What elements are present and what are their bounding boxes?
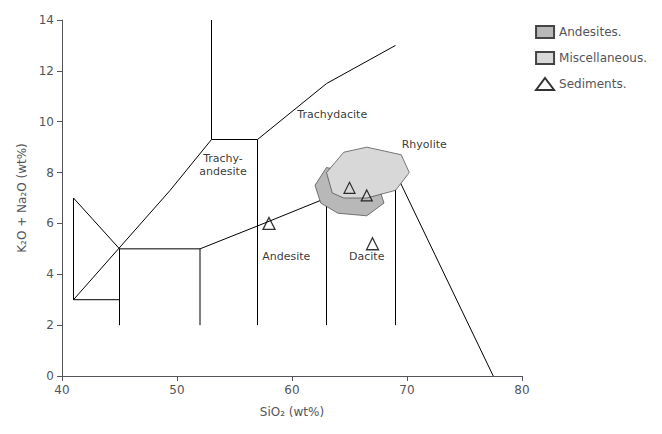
svg-text:8: 8 bbox=[46, 166, 54, 180]
svg-text:0: 0 bbox=[46, 369, 54, 383]
svg-text:andesite: andesite bbox=[199, 165, 247, 178]
svg-text:Rhyolite: Rhyolite bbox=[402, 138, 447, 151]
svg-text:60: 60 bbox=[284, 383, 299, 397]
svg-text:80: 80 bbox=[514, 383, 529, 397]
svg-text:Andesites.: Andesites. bbox=[559, 25, 622, 39]
svg-text:Sediments.: Sediments. bbox=[559, 77, 626, 91]
svg-text:Miscellaneous.: Miscellaneous. bbox=[559, 51, 647, 65]
svg-text:12: 12 bbox=[39, 64, 54, 78]
svg-text:4: 4 bbox=[46, 267, 54, 281]
svg-text:K₂O + Na₂O (wt%): K₂O + Na₂O (wt%) bbox=[15, 143, 29, 253]
svg-text:Dacite: Dacite bbox=[349, 250, 385, 263]
svg-text:14: 14 bbox=[39, 13, 54, 27]
svg-text:2: 2 bbox=[46, 318, 54, 332]
svg-text:40: 40 bbox=[54, 383, 69, 397]
svg-text:Trachy-: Trachy- bbox=[202, 152, 243, 165]
svg-text:SiO₂ (wt%): SiO₂ (wt%) bbox=[260, 405, 324, 419]
svg-text:6: 6 bbox=[46, 216, 54, 230]
svg-text:Andesite: Andesite bbox=[262, 250, 310, 263]
svg-text:10: 10 bbox=[39, 115, 54, 129]
svg-text:Trachydacite: Trachydacite bbox=[296, 108, 367, 121]
svg-text:70: 70 bbox=[399, 383, 414, 397]
svg-text:50: 50 bbox=[169, 383, 184, 397]
